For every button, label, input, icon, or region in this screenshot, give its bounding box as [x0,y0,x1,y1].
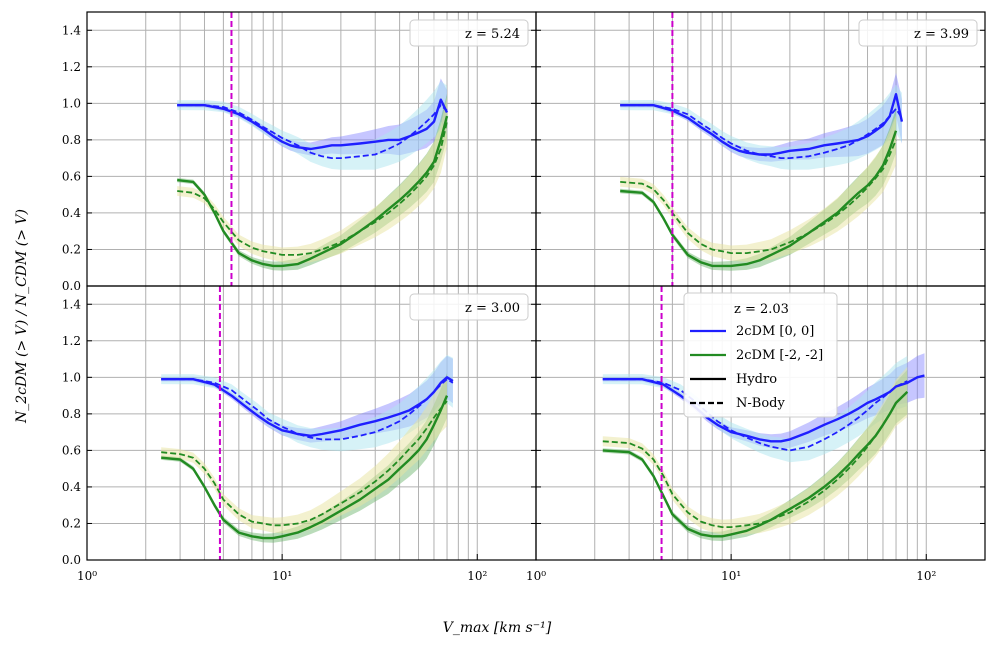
band-blue-nbody [620,84,902,170]
series-line-green-nbody [602,391,908,528]
legend-box [683,292,838,418]
series-line-green-hydro [620,130,898,268]
y-tick-label: 0.0 [62,279,81,293]
panel-frame [535,285,986,561]
series-line-blue-nbody [161,378,454,441]
redshift-label: z = 5.24 [465,27,520,42]
y-tick-label: 0.4 [62,480,81,494]
band-blue-nbody [177,81,447,170]
series-line-blue-hydro [620,92,904,156]
redshift-box [409,293,529,321]
x-tick-label: 10² [916,569,936,583]
y-tick-label: 0.6 [62,169,81,183]
series-line-blue-nbody [177,104,448,160]
y-tick-label: 1.4 [62,297,81,311]
x-tick-label: 10⁰ [526,569,546,583]
x-tick-label: 10⁰ [77,569,97,583]
band-blue-nbody [602,356,908,463]
y-tick-label: 1.0 [62,96,81,110]
legend-entry-label: 2cDM [0, 0] [736,324,814,339]
x-tick-label: 10¹ [272,569,292,583]
band-green-hydro [161,373,447,543]
redshift-label: z = 3.99 [914,27,969,42]
y-axis-label: N_2cDM (> V) / N_CDM (> V) [14,209,30,424]
band-green-nbody [620,114,896,262]
y-tick-label: 1.4 [62,23,81,37]
legend-entry-label: N-Body [736,396,785,411]
y-tick-label: 0.8 [62,407,81,421]
band-blue-hydro [177,78,447,156]
legend-entry-label: Hydro [736,372,777,387]
frame-layer [86,11,986,561]
y-tick-label: 0.2 [62,516,81,530]
x-tick-label: 10² [467,569,487,583]
series-line-green-nbody [620,139,897,255]
y-tick-label: 0.8 [62,133,81,147]
redshift-label: z = 2.03 [734,302,789,317]
band-green-nbody [177,96,447,264]
y-tick-label: 1.2 [62,60,81,74]
y-tick-label: 0.2 [62,242,81,256]
redshift-box [858,19,978,47]
series-line-green-hydro [177,115,449,268]
band-green-nbody [602,366,908,536]
redshift-label: z = 3.00 [465,301,520,316]
series-line-green-nbody [177,121,448,256]
series-line-blue-hydro [177,98,449,151]
band-green-nbody [161,376,447,534]
y-tick-label: 1.0 [62,370,81,384]
y-tick-label: 0.6 [62,443,81,457]
legend-entry-label: 2cDM [-2, -2] [736,348,823,363]
redshift-box [409,19,529,47]
band-blue-nbody [161,355,453,452]
y-tick-label: 0.0 [62,553,81,567]
series-line-green-hydro [161,395,449,540]
series-line-green-nbody [161,400,448,527]
y-tick-label: 1.2 [62,334,81,348]
series-line-blue-nbody [620,104,903,160]
y-tick-label: 0.4 [62,206,81,220]
bands-layer [161,72,925,543]
text-layer: 0.0 0.2 0.4 0.6 0.8 1.0 1.2 1.4 z = 5.24 z = 3.99… [62,19,978,583]
x-tick-label: 10¹ [721,569,741,583]
x-axis-label: V_max [km s⁻¹] [443,620,552,636]
lines-layer [161,12,925,560]
